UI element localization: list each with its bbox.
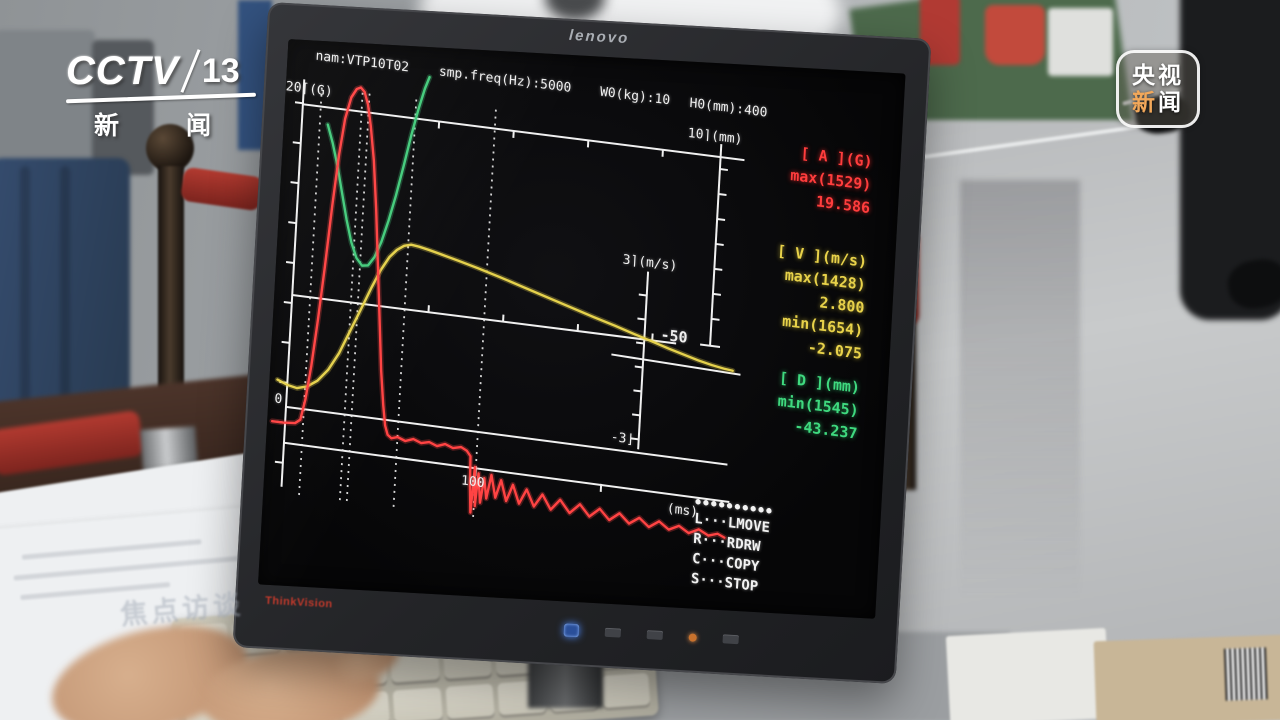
cursor-lines — [298, 87, 497, 518]
monitor-input-button — [722, 634, 739, 645]
cctv-logo-row: CCTV 13 — [66, 48, 256, 94]
a-axis-zero-label: 0 — [273, 391, 283, 408]
d-axis-min-label: -50 — [660, 325, 689, 347]
red-bucket — [985, 5, 1045, 65]
cardboard-box — [1093, 634, 1280, 720]
waveform-chart — [269, 74, 745, 541]
barcode-label — [1223, 647, 1268, 701]
velocity-readout: [ V ](m/s) max(1428) 2.800 min(1654) -2.… — [730, 234, 868, 365]
cctv-underline — [65, 92, 257, 104]
axis-ticks — [274, 101, 728, 492]
news-badge-char-wen: 闻 — [1158, 89, 1184, 115]
dark-bag — [92, 40, 154, 175]
person-dark-head — [545, 0, 605, 20]
cctv13-channel-logo: CCTV 13 新 闻 — [65, 48, 257, 142]
cctv-wordmark: CCTV — [66, 48, 179, 93]
cctv-channel-number: 13 — [201, 51, 240, 90]
stanchion-belt-left — [180, 166, 264, 212]
monitor-power-button — [563, 623, 580, 638]
suitcase-ridge — [60, 166, 70, 476]
keyboard-key — [445, 683, 495, 720]
suitcase-ridge — [20, 166, 30, 476]
white-box-back — [1048, 8, 1113, 76]
keyboard-key — [393, 687, 443, 720]
velocity-trace — [276, 243, 734, 390]
cctv-news-app-badge: 央视 新闻 — [1116, 50, 1200, 128]
paper-print-line — [13, 555, 244, 581]
keyboard-key — [600, 673, 651, 711]
white-box-front — [945, 627, 1111, 720]
monitor-power-led — [688, 632, 697, 642]
paper-print-line — [21, 539, 202, 560]
news-badge-row2: 新闻 — [1132, 89, 1184, 116]
thinkvision-logo: ThinkVision — [264, 594, 333, 611]
chart-axes — [280, 79, 745, 504]
cctv-subtitle: 新 闻 — [94, 112, 241, 140]
monitor-adjust-button — [646, 630, 664, 640]
legend-lines: L···LMOVE R···RDRW C···COPY S···STOP — [690, 509, 773, 599]
monitor-screen: nam:VTP10T02 smp.freq(Hz):5000 W0(kg):10… — [258, 39, 906, 619]
monitor-button-row — [563, 623, 739, 646]
news-badge-char-xin: 新 — [1132, 89, 1158, 115]
acceleration-trace — [270, 86, 726, 539]
monitor: lenovo nam:VTP10T02 smp.freq(Hz):5000 W0… — [232, 1, 932, 685]
waveform-traces — [269, 74, 736, 541]
v-axis-bottom-label: -3⌋ — [610, 429, 635, 448]
displacement-trace — [326, 75, 431, 267]
cctv-slash-divider — [180, 49, 201, 93]
screen-content: nam:VTP10T02 smp.freq(Hz):5000 W0(kg):10… — [258, 39, 903, 619]
monitor-menu-button — [604, 627, 622, 638]
time-tick-label: 100 — [460, 473, 485, 492]
mouse-command-legend: ●●●●●●●●●● L···LMOVE R···RDRW C···COPY S···… — [690, 495, 775, 599]
floor-reflection — [960, 180, 1080, 600]
news-badge-row1: 央视 — [1132, 62, 1184, 88]
stanchion-ball — [146, 124, 194, 172]
